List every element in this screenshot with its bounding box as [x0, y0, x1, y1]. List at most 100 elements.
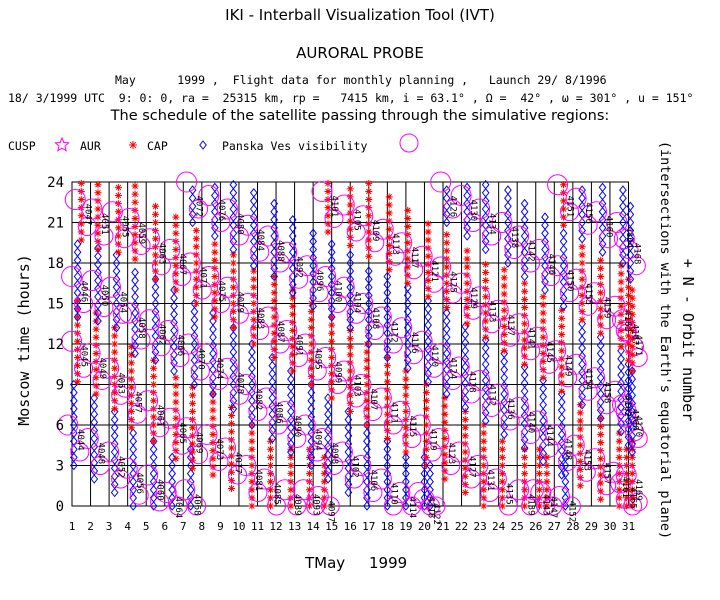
visibility-mark	[578, 327, 586, 337]
cap-mark	[498, 502, 506, 510]
cusp-mark	[482, 314, 502, 334]
visibility-mark	[210, 231, 219, 241]
orbit-number-label: 4166	[630, 409, 640, 431]
visibility-mark	[90, 433, 99, 444]
cusp-mark	[389, 482, 411, 503]
cap-mark	[498, 462, 506, 469]
cusp-mark	[448, 441, 470, 463]
legend-visibility-icon	[199, 140, 207, 150]
visibility-mark	[307, 395, 316, 406]
cap-mark	[114, 224, 122, 232]
cap-mark	[385, 258, 393, 266]
visibility-mark	[288, 247, 297, 258]
orbit-number-label: 4159	[602, 297, 612, 319]
cusp-mark	[179, 252, 201, 274]
cap-mark	[192, 291, 200, 299]
orbit-number-label: 4114	[407, 497, 417, 519]
orbit-number-label: 4088	[275, 240, 285, 262]
cap-mark	[192, 235, 200, 243]
visibility-mark	[209, 356, 217, 367]
cap-mark	[328, 313, 336, 321]
visibility-mark	[383, 476, 392, 487]
visibility-mark	[346, 322, 355, 333]
cap-mark	[615, 486, 623, 494]
cusp-mark	[430, 256, 452, 278]
cusp-mark	[370, 468, 392, 490]
cap-mark	[498, 445, 506, 453]
cusp-mark	[411, 245, 433, 267]
cap-mark	[92, 366, 100, 374]
visibility-mark	[626, 201, 635, 212]
visibility-mark	[248, 387, 256, 398]
cap-mark	[250, 324, 258, 332]
orbit-number-label: 4146	[546, 254, 556, 276]
cap-mark	[443, 247, 451, 255]
visibility-mark	[73, 312, 82, 322]
cusp-mark	[94, 298, 114, 318]
cap-mark	[307, 300, 315, 307]
x-tick-label: 1	[69, 520, 76, 533]
visibility-mark	[363, 501, 371, 511]
cap-mark	[172, 213, 180, 221]
cusp-mark	[409, 414, 431, 436]
cap-mark	[172, 382, 180, 390]
orbit-number-label: 4143	[540, 494, 550, 516]
cap-mark	[424, 285, 432, 293]
cusp-mark	[331, 441, 353, 463]
visibility-mark	[288, 255, 297, 266]
cap-mark	[482, 293, 490, 301]
visibility-mark	[90, 474, 99, 484]
cap-mark	[228, 420, 236, 428]
y-tick-label: 6	[56, 418, 64, 434]
visibility-mark	[596, 381, 605, 391]
cap-mark	[74, 313, 82, 321]
legend-cap-label: CAP	[147, 139, 168, 153]
cap-mark	[461, 448, 469, 456]
cap-mark	[266, 445, 274, 453]
cap-mark	[539, 374, 547, 382]
visibility-mark	[131, 316, 139, 326]
cap-mark	[266, 453, 274, 461]
visibility-mark	[268, 433, 277, 444]
cap-mark	[307, 364, 315, 372]
cusp-mark	[292, 479, 314, 501]
cap-mark	[307, 340, 315, 348]
cap-mark	[270, 273, 278, 280]
cap-mark	[92, 309, 100, 317]
cap-mark	[480, 462, 488, 469]
cap-mark	[150, 364, 158, 372]
cap-mark	[346, 241, 354, 249]
cap-mark	[625, 291, 632, 299]
orbit-number-label: 4094	[312, 429, 322, 451]
visibility-mark	[402, 468, 410, 479]
cap-mark	[270, 281, 278, 289]
cusp-mark	[138, 228, 160, 250]
cap-mark	[500, 347, 508, 355]
cap-mark	[558, 347, 566, 355]
cap-mark	[535, 445, 543, 453]
cap-mark	[111, 348, 119, 356]
cap-mark	[228, 484, 236, 492]
cap-mark	[324, 187, 332, 195]
cap-mark	[443, 279, 451, 287]
cusp-mark	[176, 417, 198, 439]
cusp-mark	[498, 496, 518, 516]
visibility-mark	[504, 217, 512, 228]
cusp-mark	[98, 357, 120, 379]
cusp-mark	[57, 414, 79, 436]
visibility-mark	[190, 339, 199, 349]
cusp-mark	[541, 267, 561, 286]
visibility-mark	[229, 179, 238, 190]
visibility-mark	[403, 306, 412, 317]
cap-mark	[289, 302, 297, 310]
visibility-mark	[461, 337, 470, 348]
cusp-mark	[270, 334, 290, 354]
visibility-mark	[402, 501, 410, 511]
cusp-mark	[508, 396, 530, 418]
visibility-mark	[596, 356, 605, 367]
visibility-mark	[363, 444, 371, 455]
cap-mark	[287, 502, 295, 510]
visibility-mark	[596, 413, 605, 424]
cusp-mark	[118, 302, 140, 324]
orbit-number-label: 4060	[155, 479, 165, 501]
